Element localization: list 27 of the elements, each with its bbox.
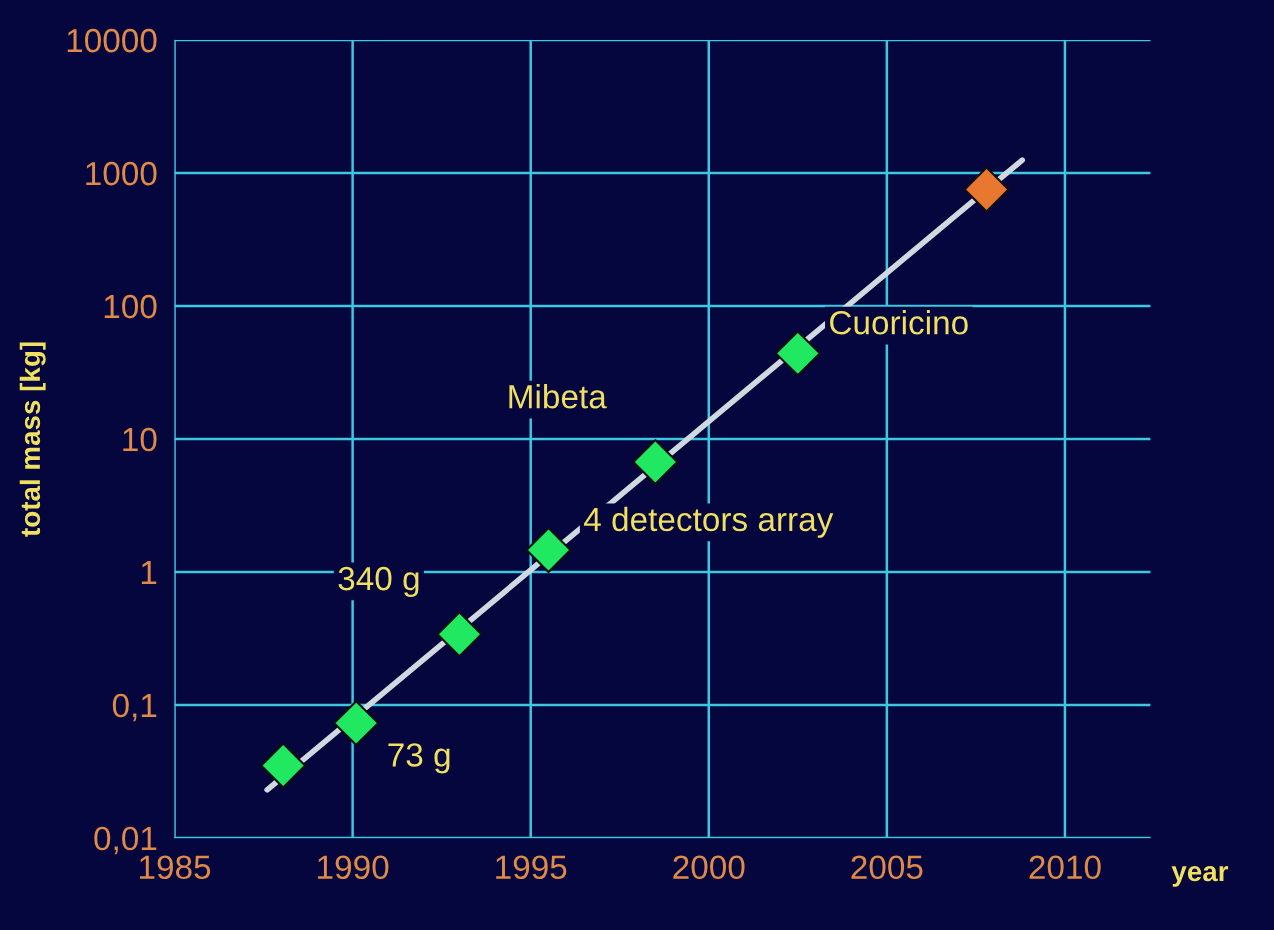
y-tick-label: 10000 xyxy=(67,28,157,53)
x-tick-label: 1995 xyxy=(496,855,567,880)
y-tick-label: 0,01 xyxy=(94,826,157,855)
x-axis-title: year xyxy=(1171,866,1229,887)
point xyxy=(963,166,1010,213)
y-axis-title: total mass [kg] xyxy=(19,342,46,537)
y-tick-label: 10 xyxy=(123,427,157,452)
point xyxy=(333,700,380,747)
x-tick-label: 1985 xyxy=(140,855,211,880)
point xyxy=(260,742,307,789)
x-tick-label: 2000 xyxy=(673,855,745,880)
point xyxy=(774,330,821,377)
y-tick-label: 0,1 xyxy=(112,693,157,722)
point xyxy=(525,527,572,574)
y-tick-label: 1000 xyxy=(86,161,157,186)
annotation: 73 g xyxy=(388,743,450,774)
x-tick-label: 1990 xyxy=(318,855,389,880)
x-tick-label: 2005 xyxy=(851,855,923,880)
y-tick-label: 1 xyxy=(141,561,157,585)
point xyxy=(632,439,679,486)
annotation: Mibeta xyxy=(509,384,607,409)
annotation: Cuoricino xyxy=(830,310,968,335)
x-tick-label: 2010 xyxy=(1029,855,1101,880)
point xyxy=(436,611,483,658)
annotation: 340 g xyxy=(338,566,419,598)
y-tick-label: 100 xyxy=(104,294,157,319)
annotation: 4 detectors array xyxy=(584,506,834,538)
